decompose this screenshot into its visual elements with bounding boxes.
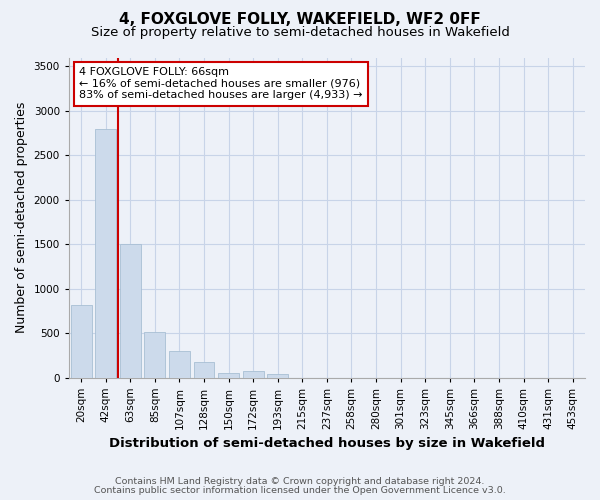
Y-axis label: Number of semi-detached properties: Number of semi-detached properties xyxy=(15,102,28,333)
Bar xyxy=(218,373,239,378)
Text: Size of property relative to semi-detached houses in Wakefield: Size of property relative to semi-detach… xyxy=(91,26,509,39)
Bar xyxy=(120,244,141,378)
Bar xyxy=(95,128,116,378)
Bar xyxy=(243,372,263,378)
Text: Contains HM Land Registry data © Crown copyright and database right 2024.: Contains HM Land Registry data © Crown c… xyxy=(115,477,485,486)
Bar xyxy=(268,374,288,378)
Bar xyxy=(194,362,214,378)
Bar xyxy=(169,351,190,378)
Bar xyxy=(71,304,92,378)
Text: Contains public sector information licensed under the Open Government Licence v3: Contains public sector information licen… xyxy=(94,486,506,495)
Text: 4 FOXGLOVE FOLLY: 66sqm
← 16% of semi-detached houses are smaller (976)
83% of s: 4 FOXGLOVE FOLLY: 66sqm ← 16% of semi-de… xyxy=(79,67,362,100)
Bar xyxy=(145,332,166,378)
Text: 4, FOXGLOVE FOLLY, WAKEFIELD, WF2 0FF: 4, FOXGLOVE FOLLY, WAKEFIELD, WF2 0FF xyxy=(119,12,481,28)
X-axis label: Distribution of semi-detached houses by size in Wakefield: Distribution of semi-detached houses by … xyxy=(109,437,545,450)
